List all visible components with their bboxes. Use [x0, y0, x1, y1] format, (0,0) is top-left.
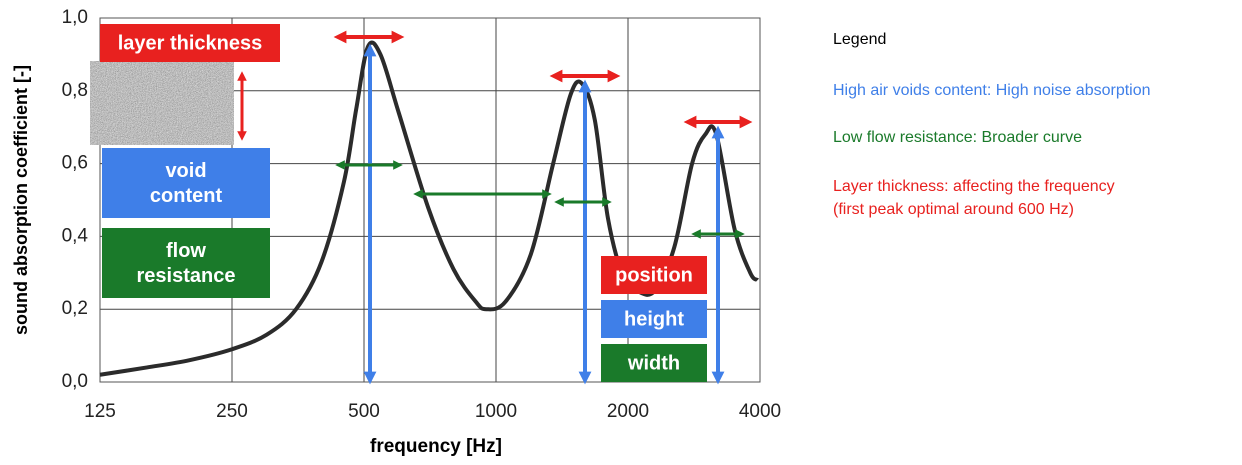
- label-text: flow: [166, 240, 206, 262]
- y-tick-label: 0,0: [62, 371, 88, 392]
- y-tick-label: 1,0: [62, 7, 88, 28]
- label-box: [601, 300, 707, 338]
- label-box: [100, 24, 280, 62]
- x-tick-label: 2000: [607, 401, 649, 422]
- x-tick-label: 1000: [475, 401, 517, 422]
- label-text: width: [627, 352, 680, 374]
- x-tick-label: 500: [348, 401, 380, 422]
- plot: [99, 40, 760, 377]
- x-axis-title: frequency [Hz]: [370, 436, 502, 457]
- note: Low flow resistance: Broader curve: [833, 129, 1082, 146]
- y-tick-label: 0,4: [62, 225, 89, 246]
- y-axis-title: sound absorption coefficient [-]: [11, 65, 31, 335]
- note: (first peak optimal around 600 Hz): [833, 201, 1074, 218]
- annotations: layer thickness void content flow resistance…: [100, 24, 753, 385]
- plot-frame: [99, 17, 761, 383]
- note: High air voids content: High noise absor…: [833, 82, 1151, 99]
- label-box: [601, 344, 707, 382]
- label-text: void: [165, 160, 206, 182]
- label-text: layer thickness: [118, 32, 263, 54]
- label-box: [601, 256, 707, 294]
- texture-image: [101, 67, 223, 139]
- label-box: [102, 228, 270, 298]
- y-tick-label: 0,6: [62, 153, 88, 174]
- y-tick-label: 0,8: [62, 80, 88, 101]
- x-tick-label: 125: [84, 401, 116, 422]
- label-text: position: [615, 264, 693, 286]
- label-text: height: [624, 308, 684, 330]
- label-box: [102, 148, 270, 218]
- x-tick-label: 250: [216, 401, 248, 422]
- y-tick-label: 0,2: [62, 298, 88, 319]
- curve: [99, 40, 760, 377]
- legend-title: Legend: [833, 31, 886, 48]
- x-tick-label: 4000: [739, 401, 781, 422]
- note: Layer thickness: affecting the frequency: [833, 178, 1115, 195]
- label-text: resistance: [137, 265, 236, 287]
- label-text: content: [150, 185, 223, 207]
